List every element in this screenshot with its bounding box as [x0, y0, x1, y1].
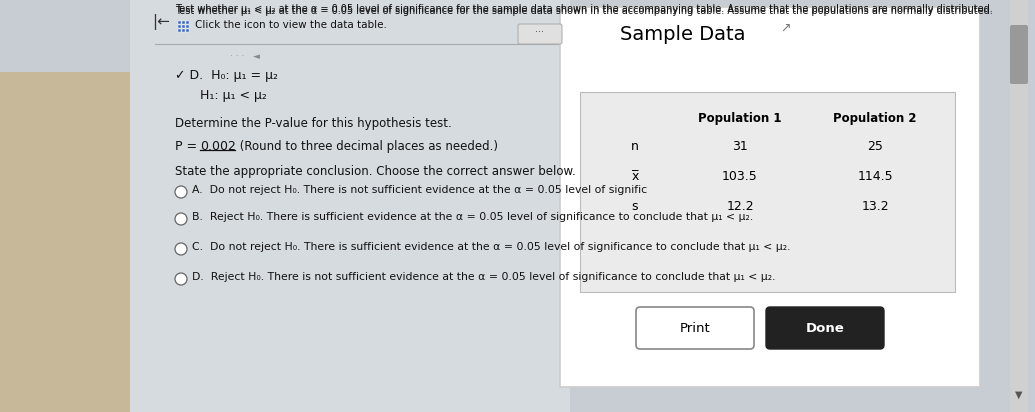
Text: n: n [631, 140, 639, 153]
Text: Population 1: Population 1 [699, 112, 781, 125]
FancyBboxPatch shape [1010, 0, 1028, 412]
Text: Click the icon to view the data table.: Click the icon to view the data table. [195, 20, 387, 30]
Text: ···: ··· [535, 27, 544, 37]
Text: Population 2: Population 2 [833, 112, 917, 125]
FancyBboxPatch shape [766, 307, 884, 349]
Text: D.  Reject H₀. There is not sufficient evidence at the α = 0.05 level of signifi: D. Reject H₀. There is not sufficient ev… [193, 272, 775, 282]
Text: x̅: x̅ [631, 170, 639, 183]
Circle shape [175, 186, 187, 198]
Text: ▼: ▼ [1015, 390, 1023, 400]
Text: B.  Reject H₀. There is sufficient evidence at the α = 0.05 level of significanc: B. Reject H₀. There is sufficient eviden… [193, 212, 753, 222]
Text: Determine the P-value for this hypothesis test.: Determine the P-value for this hypothesi… [175, 117, 451, 130]
FancyBboxPatch shape [182, 21, 185, 24]
FancyBboxPatch shape [186, 25, 189, 28]
FancyBboxPatch shape [580, 92, 955, 292]
Text: 103.5: 103.5 [722, 170, 758, 183]
FancyBboxPatch shape [178, 29, 181, 32]
Text: 31: 31 [732, 140, 748, 153]
Text: (Round to three decimal places as needed.): (Round to three decimal places as needed… [236, 140, 498, 153]
Text: State the appropriate conclusion. Choose the correct answer below.: State the appropriate conclusion. Choose… [175, 165, 575, 178]
FancyBboxPatch shape [560, 7, 980, 387]
FancyBboxPatch shape [186, 29, 189, 32]
Text: C.  Do not reject H₀. There is sufficient evidence at the α = 0.05 level of sign: C. Do not reject H₀. There is sufficient… [193, 242, 791, 252]
FancyBboxPatch shape [518, 24, 562, 44]
FancyBboxPatch shape [0, 72, 130, 412]
FancyBboxPatch shape [186, 21, 189, 24]
Text: 114.5: 114.5 [857, 170, 893, 183]
Circle shape [175, 213, 187, 225]
FancyBboxPatch shape [1010, 25, 1028, 84]
Text: ↗: ↗ [780, 22, 791, 35]
FancyBboxPatch shape [182, 29, 185, 32]
Circle shape [175, 273, 187, 285]
Text: · · ·   ◄: · · · ◄ [230, 52, 260, 61]
Text: 13.2: 13.2 [861, 200, 889, 213]
FancyBboxPatch shape [178, 25, 181, 28]
Text: Print: Print [680, 321, 710, 335]
Text: H₁: μ₁ < μ₂: H₁: μ₁ < μ₂ [200, 89, 267, 102]
Text: s: s [631, 200, 639, 213]
Text: P =: P = [175, 140, 197, 153]
FancyBboxPatch shape [130, 0, 570, 412]
Circle shape [175, 243, 187, 255]
Text: Test whether μ₁ < μ₂ at the α = 0.05 level of significance for the sample data s: Test whether μ₁ < μ₂ at the α = 0.05 lev… [175, 4, 993, 14]
FancyBboxPatch shape [635, 307, 755, 349]
FancyBboxPatch shape [182, 25, 185, 28]
Text: 25: 25 [867, 140, 883, 153]
Text: A.  Do not reject H₀. There is not sufficient evidence at the α = 0.05 level of : A. Do not reject H₀. There is not suffic… [193, 185, 647, 195]
Text: |←: |← [152, 14, 170, 30]
Text: 12.2: 12.2 [727, 200, 753, 213]
Text: Sample Data: Sample Data [620, 25, 745, 44]
Text: ✓ D.  H₀: μ₁ = μ₂: ✓ D. H₀: μ₁ = μ₂ [175, 69, 278, 82]
Text: 0.002: 0.002 [200, 140, 236, 153]
Text: Done: Done [805, 321, 845, 335]
FancyBboxPatch shape [178, 21, 181, 24]
Text: Test whether μ₁ < μ₂ at the α = 0.05 level of significance for the sample data s: Test whether μ₁ < μ₂ at the α = 0.05 lev… [175, 6, 993, 16]
